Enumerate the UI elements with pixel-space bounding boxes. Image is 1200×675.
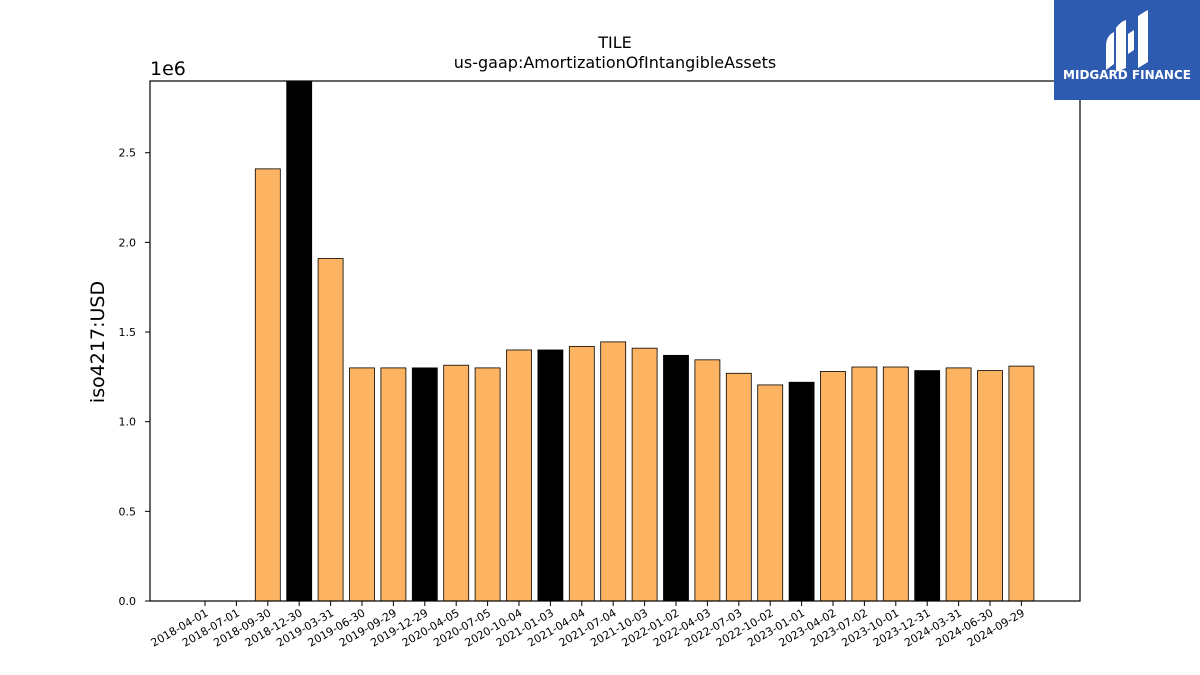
bar-2020-04-05 bbox=[443, 364, 470, 602]
bar-2024-09-29 bbox=[1008, 365, 1035, 602]
bar-2022-07-03 bbox=[725, 372, 752, 602]
x-axis-ticks: 2018-04-012018-07-012018-09-302018-12-30… bbox=[149, 601, 1027, 650]
chart-subtitle: us-gaap:AmortizationOfIntangibleAssets bbox=[454, 53, 776, 72]
bar-2023-10-01 bbox=[882, 366, 909, 602]
midgard-finance-logo: MIDGARD FINANCE bbox=[1054, 0, 1200, 100]
bar-2022-01-02 bbox=[663, 354, 689, 602]
plot-frame bbox=[149, 80, 1081, 602]
y-axis-offset-label: 1e6 bbox=[150, 58, 186, 80]
y-tick-label: 2.5 bbox=[119, 147, 137, 160]
bar-2024-03-31 bbox=[945, 367, 972, 602]
bar-2018-09-30 bbox=[254, 168, 281, 602]
bar-2019-09-29 bbox=[380, 367, 407, 602]
y-axis-ticks: 0.0 0.5 1.0 1.5 2.0 2.5 bbox=[119, 147, 150, 608]
y-tick-label: 0.0 bbox=[119, 595, 137, 608]
bar-2018-12-30 bbox=[286, 80, 313, 602]
bar-2020-07-05 bbox=[474, 367, 501, 602]
bar-2023-12-31 bbox=[914, 370, 941, 602]
bar-2022-04-03 bbox=[694, 359, 721, 602]
y-tick-label: 1.5 bbox=[119, 326, 137, 339]
y-tick-label: 1.0 bbox=[119, 416, 137, 429]
bar-2019-03-31 bbox=[317, 258, 344, 602]
y-tick-label: 2.0 bbox=[119, 236, 137, 249]
bar-2021-07-04 bbox=[600, 341, 627, 602]
bar-2021-04-04 bbox=[568, 345, 595, 602]
bar-2019-06-30 bbox=[349, 367, 375, 602]
bar-2023-04-02 bbox=[820, 371, 846, 602]
bar-2020-10-04 bbox=[506, 349, 532, 602]
bar-2019-12-29 bbox=[411, 367, 438, 602]
bars-group bbox=[254, 80, 1035, 602]
bar-2021-10-03 bbox=[631, 347, 658, 602]
midgard-logo-icon bbox=[1106, 10, 1148, 72]
y-tick-label: 0.5 bbox=[119, 505, 137, 518]
bar-2021-01-03 bbox=[537, 349, 564, 602]
y-axis-label: iso4217:USD bbox=[87, 281, 109, 403]
bar-2024-06-30 bbox=[977, 370, 1003, 602]
bar-2023-07-02 bbox=[851, 366, 878, 602]
logo-brand-text: MIDGARD FINANCE bbox=[1063, 68, 1191, 82]
chart-title: TILE bbox=[597, 33, 632, 52]
bar-2023-01-01 bbox=[788, 381, 815, 602]
bar-2022-10-02 bbox=[757, 384, 784, 602]
